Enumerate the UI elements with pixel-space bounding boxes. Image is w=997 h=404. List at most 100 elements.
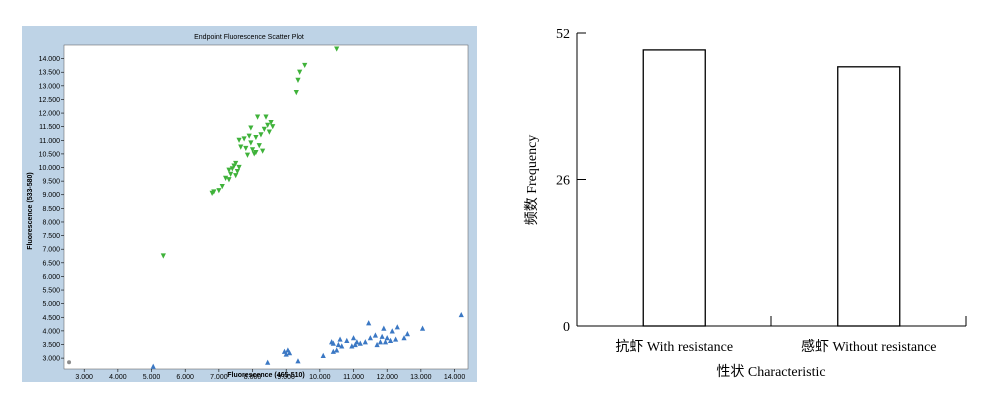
scatter-point-green — [236, 137, 242, 143]
bar-series — [642, 49, 901, 327]
scatter-y-tick-label: 7.500 — [42, 233, 60, 240]
scatter-point-blue — [283, 351, 289, 357]
scatter-point-blue — [389, 328, 395, 334]
scatter-point-green — [229, 166, 235, 172]
scatter-point-green — [263, 114, 269, 120]
scatter-y-tick-label: 10.000 — [39, 165, 61, 172]
scatter-plot: Endpoint Fluorescence Scatter Plot 3.000… — [27, 34, 469, 381]
scatter-point-blue — [354, 339, 360, 345]
bar-y-tick-label: 26 — [556, 174, 570, 189]
bar-y-tick-label: 0 — [563, 320, 570, 335]
scatter-point-green — [253, 149, 259, 156]
bar-category-label: 抗虾 With resistance — [615, 339, 733, 355]
scatter-point-green — [160, 253, 166, 259]
scatter-point-blue — [265, 359, 271, 365]
scatter-point-blue — [344, 337, 350, 344]
scatter-point-green — [246, 133, 252, 139]
scatter-point-green — [231, 163, 237, 169]
scatter-point-green — [248, 140, 254, 146]
scatter-x-tick-label: 10.000 — [309, 374, 331, 381]
scatter-y-axis-label: Fluorescence (533-580) — [27, 172, 34, 249]
scatter-point-green — [302, 62, 308, 69]
scatter-point-green — [260, 148, 266, 154]
scatter-y-tick-label: 8.000 — [42, 219, 60, 226]
scatter-point-green — [334, 46, 340, 52]
scatter-point-green — [226, 177, 232, 183]
scatter-point-blue — [362, 339, 368, 345]
scatter-points — [67, 46, 464, 369]
scatter-point-blue — [384, 335, 390, 341]
scatter-y-tick-label: 10.500 — [39, 151, 61, 158]
scatter-point-green — [248, 125, 254, 131]
bar-category-labels: 抗虾 With resistance 感虾 Without resistance — [615, 338, 936, 355]
scatter-y-tick-label: 6.500 — [42, 260, 60, 267]
scatter-x-axis-label: Fluorescence (465-510) — [227, 372, 304, 379]
scatter-point-green — [266, 129, 272, 135]
scatter-point-blue — [320, 352, 326, 358]
scatter-point-blue — [350, 335, 357, 341]
scatter-point-green — [249, 147, 256, 153]
scatter-y-tick-label: 11.000 — [39, 138, 60, 145]
bar-y-ticks: 0 26 52 — [556, 27, 586, 335]
bar-category-label: 感虾 Without resistance — [801, 338, 937, 355]
scatter-x-tick-label: 3.000 — [75, 374, 93, 381]
scatter-point-green — [219, 183, 225, 190]
scatter-point-green — [211, 189, 217, 195]
scatter-point-gray — [67, 360, 72, 365]
scatter-point-blue — [382, 339, 389, 345]
scatter-x-tick-label: 5.000 — [143, 374, 161, 381]
scatter-point-blue — [281, 348, 288, 354]
scatter-title: Endpoint Fluorescence Scatter Plot — [194, 34, 304, 41]
scatter-y-axis: 3.000 3.500 4.000 4.500 5.000 5.500 6.000 6.500… — [39, 56, 64, 363]
scatter-x-tick-label: 14.000 — [444, 374, 466, 381]
scatter-y-tick-label: 5.000 — [42, 301, 60, 308]
scatter-y-tick-label: 3.000 — [42, 356, 60, 363]
bar-1 — [642, 49, 706, 327]
scatter-point-green — [265, 122, 271, 128]
bar-y-axis-label: 频数 Frequency — [524, 135, 540, 226]
scatter-point-blue — [419, 325, 426, 331]
scatter-point-blue — [285, 347, 291, 353]
scatter-point-green — [261, 126, 267, 133]
scatter-point-green — [256, 143, 262, 149]
scatter-point-blue — [330, 348, 336, 354]
scatter-point-green — [244, 152, 251, 158]
scatter-point-blue — [349, 343, 355, 349]
scatter-y-tick-label: 5.500 — [42, 288, 60, 295]
scatter-point-blue — [335, 341, 341, 348]
scatter-point-blue — [330, 340, 336, 346]
scatter-plot-area — [63, 44, 469, 370]
scatter-point-green — [254, 114, 261, 120]
bar-y-tick-label: 52 — [556, 27, 570, 42]
scatter-point-green — [253, 134, 259, 141]
scatter-point-green — [295, 77, 301, 83]
scatter-point-blue — [377, 339, 384, 345]
scatter-point-blue — [381, 325, 387, 331]
scatter-point-green — [226, 167, 232, 173]
scatter-x-tick-label: 6.000 — [176, 374, 194, 381]
scatter-point-blue — [393, 336, 399, 342]
bar-chart: 0 26 52 抗虾 With resistance 感虾 Without resis… — [524, 27, 967, 380]
scatter-x-tick-label: 4.000 — [109, 374, 127, 381]
scatter-point-green — [234, 169, 240, 175]
scatter-x-tick-label: 8.000 — [244, 374, 262, 381]
scatter-point-green — [238, 144, 244, 150]
scatter-y-tick-label: 4.500 — [42, 315, 60, 322]
scatter-x-tick-label: 9.000 — [277, 374, 295, 381]
scatter-point-blue — [372, 332, 379, 338]
scatter-point-green — [233, 160, 239, 167]
scatter-point-blue — [404, 331, 410, 337]
scatter-point-blue — [286, 350, 293, 356]
scatter-point-blue — [379, 333, 385, 339]
scatter-point-green — [270, 124, 276, 130]
scatter-y-tick-label: 11.500 — [39, 124, 60, 131]
scatter-y-tick-label: 14.000 — [39, 56, 61, 63]
scatter-y-tick-label: 6.000 — [42, 274, 60, 281]
scatter-point-green — [228, 171, 234, 177]
scatter-x-tick-label: 7.000 — [210, 374, 228, 381]
scatter-point-blue — [352, 341, 358, 348]
scatter-y-tick-label: 3.500 — [42, 342, 60, 349]
scatter-point-blue — [374, 341, 380, 348]
scatter-point-green — [297, 69, 303, 75]
scatter-x-tick-label: 13.000 — [410, 374, 432, 381]
